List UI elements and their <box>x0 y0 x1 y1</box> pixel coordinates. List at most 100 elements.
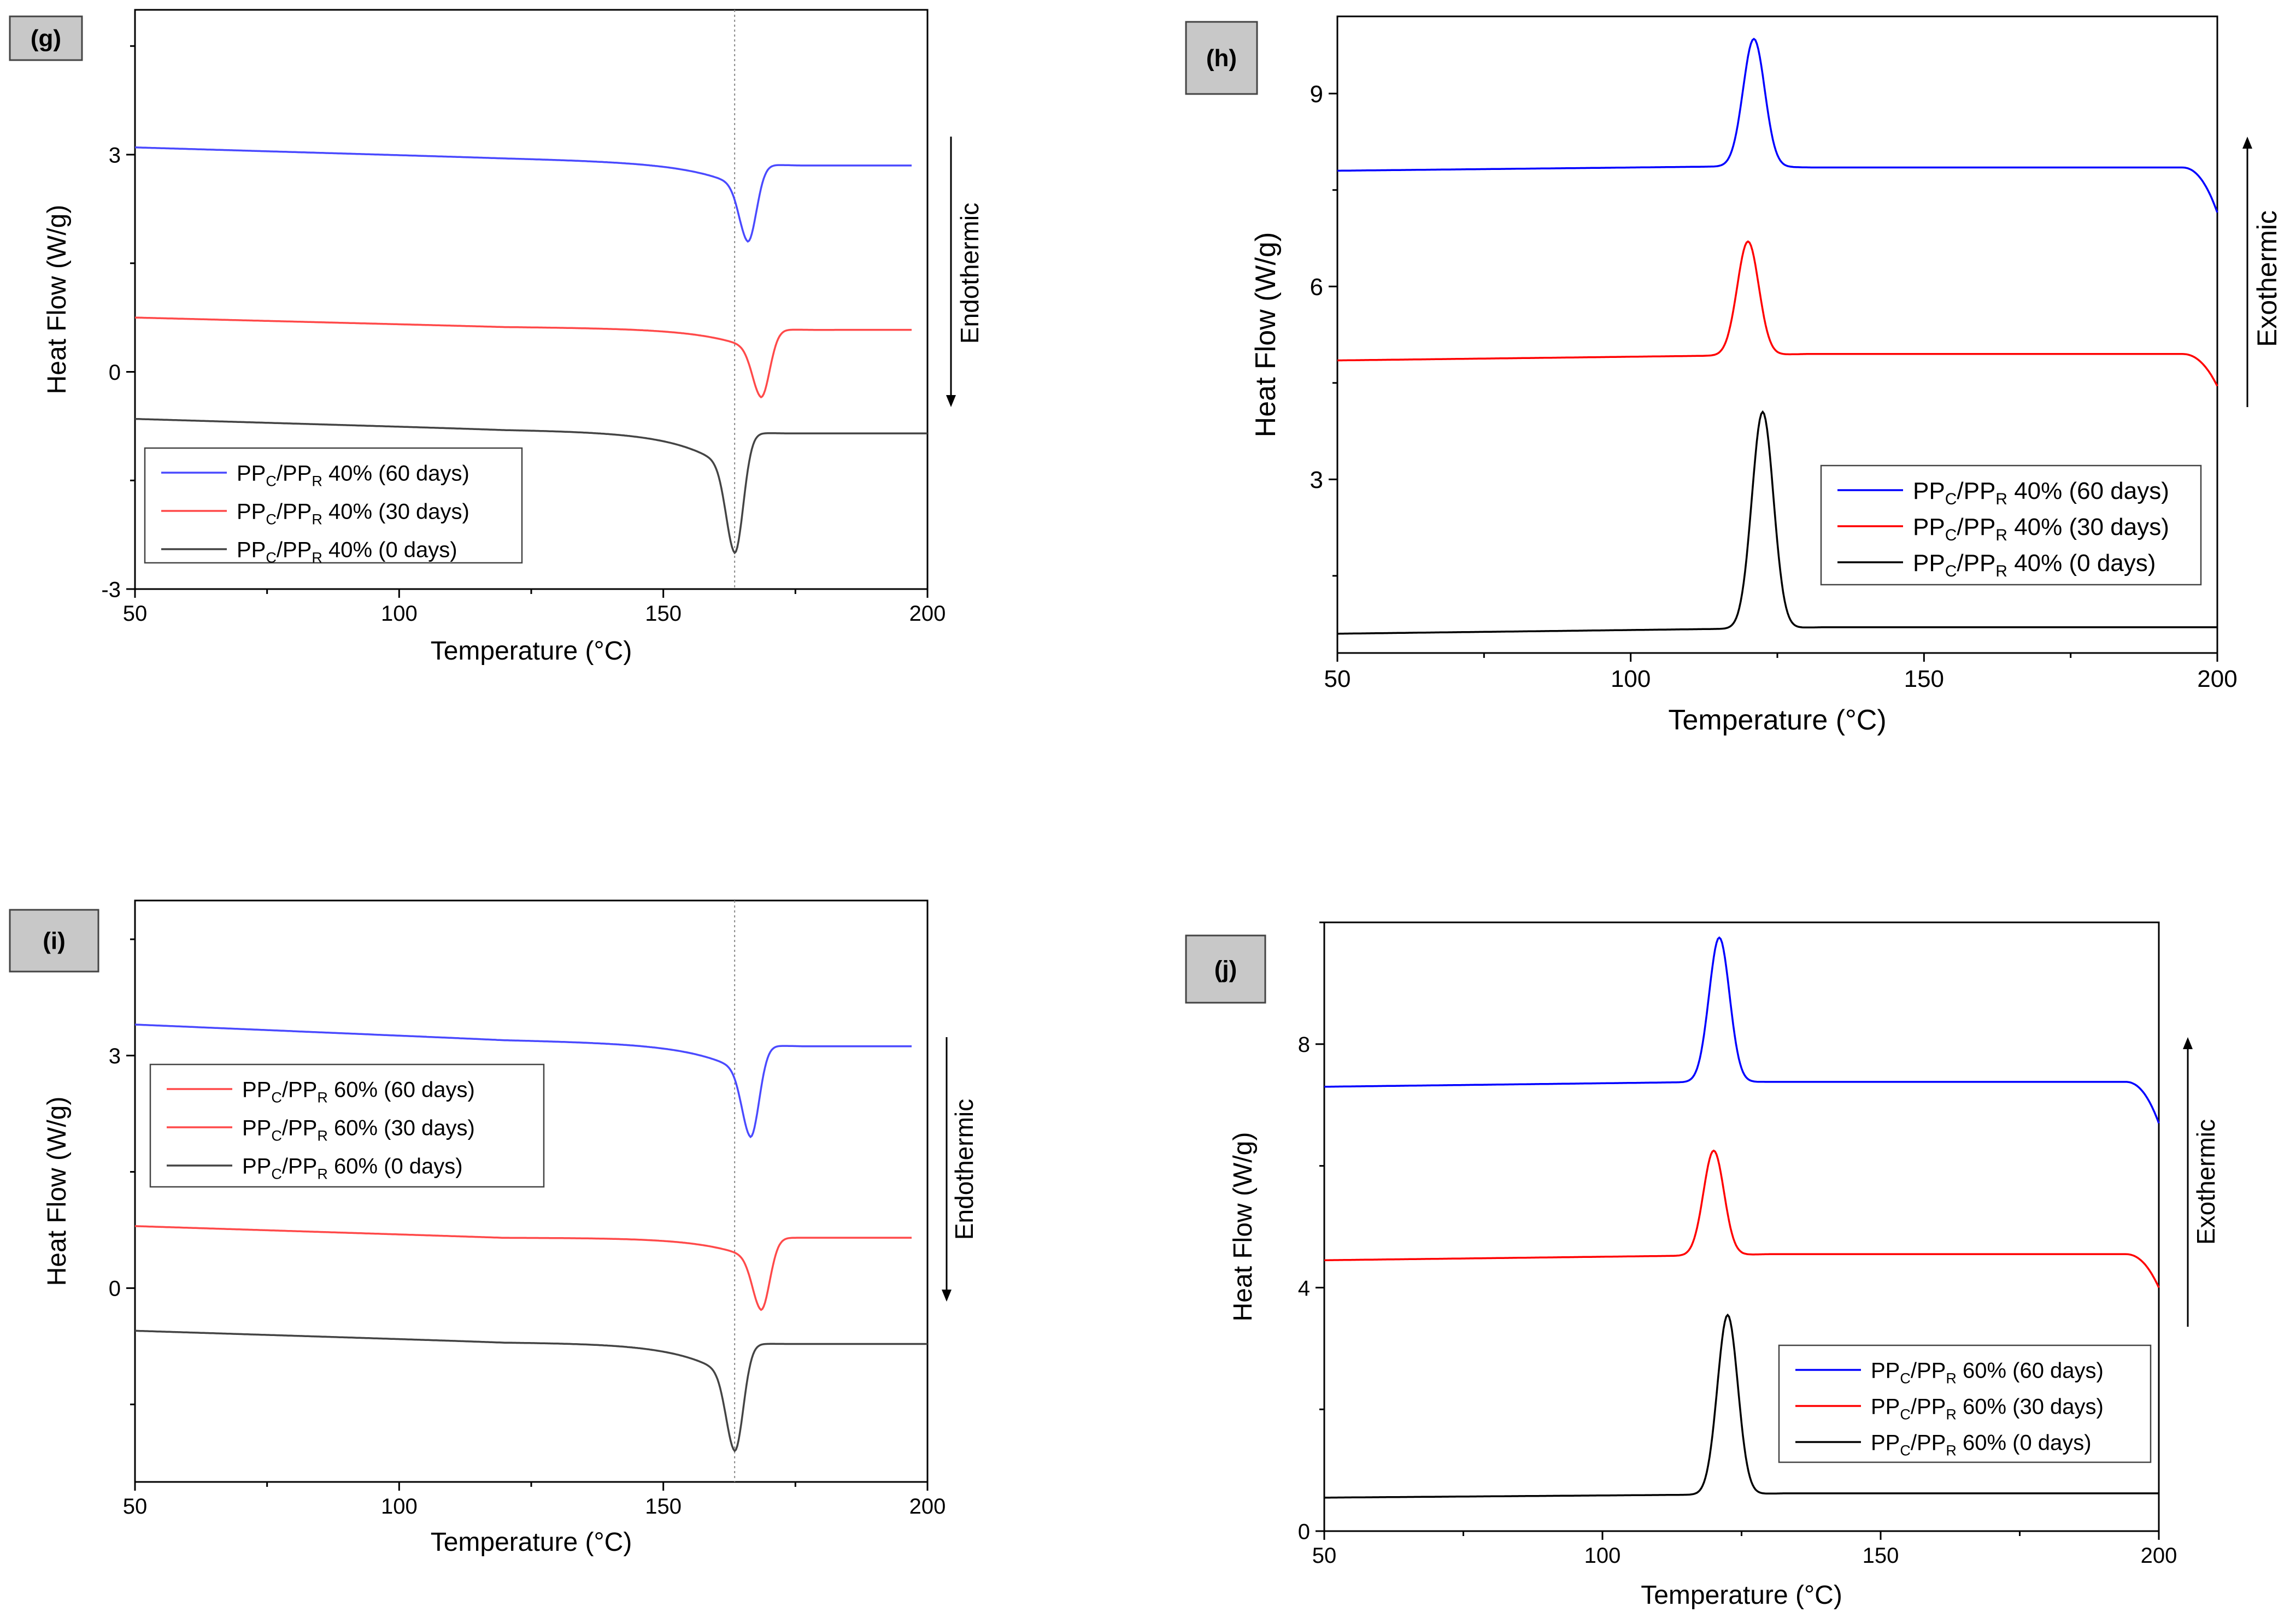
series-line <box>1337 240 2218 387</box>
legend-entry-text: 40% (0 days) <box>322 538 457 562</box>
panel-label-text: (i) <box>43 928 66 955</box>
panel-label-box <box>9 909 99 973</box>
annotation: Exothermic <box>2183 1037 2220 1327</box>
legend-entry-text: 40% (0 days) <box>2007 550 2156 576</box>
legend: PPC/PPR 40% (60 days) PPC/PPR 40% (30 day… <box>1820 464 2202 586</box>
x-axis-label: Temperature (°C) <box>1641 1581 1842 1610</box>
chart-panel-g: (g) 50 100 150 200 -3 0 3 Temperature (°C) Heat F… <box>9 9 984 666</box>
legend-entry: PPC/PPR 40% (30 days) <box>237 499 469 527</box>
series-line <box>135 146 912 243</box>
panel-label: (i) <box>9 909 99 973</box>
chart-panel-i: (i) 50 100 150 200 0 3 Temperature (°C) Heat Flo… <box>9 899 978 1557</box>
panel-label: (g) <box>9 15 83 61</box>
series-line <box>1324 936 2160 1124</box>
legend-entry: PPC/PPR 60% (60 days) <box>242 1078 475 1105</box>
panel-label-box <box>1185 934 1266 1004</box>
y-axis-label: Heat Flow (W/g) <box>43 205 72 395</box>
x-tick-label: 150 <box>1904 666 1944 692</box>
legend-entry: PPC/PPR 40% (60 days) <box>1913 478 2169 508</box>
legend-entry: PPC/PPR 40% (30 days) <box>1913 514 2169 544</box>
x-tick-label: 200 <box>909 602 946 626</box>
chart-panel-h: (h) 50 100 150 200 3 6 9 Temperature (°C) Heat Fl… <box>1185 15 2282 736</box>
x-axis-label: Temperature (°C) <box>431 637 632 666</box>
y-tick-label: 0 <box>109 1277 121 1301</box>
y-tick-label: 3 <box>109 1044 121 1068</box>
arrow-up-icon <box>2242 137 2252 149</box>
legend-box <box>1820 464 2202 586</box>
annotation-text: Endothermic <box>950 1099 978 1240</box>
arrow-down-icon <box>942 1290 952 1302</box>
legend-entry-text: 40% (60 days) <box>322 461 469 485</box>
series-line <box>134 417 927 555</box>
x-tick-label: 200 <box>2141 1544 2177 1568</box>
panel-label-text: (j) <box>1214 956 1237 983</box>
y-tick-label: 3 <box>1310 467 1323 493</box>
legend-entry-text: 40% (60 days) <box>2007 478 2169 504</box>
panel-label-box <box>1185 21 1258 95</box>
annotation-text: Endothermic <box>955 203 984 344</box>
y-axis-label: Heat Flow (W/g) <box>43 1097 72 1286</box>
annotation-text: Exothermic <box>2252 210 2282 347</box>
x-tick-label: 50 <box>123 1494 148 1519</box>
series-line <box>134 316 912 399</box>
x-tick-label: 150 <box>645 602 682 626</box>
legend-entry-text: 40% (30 days) <box>2007 514 2169 540</box>
x-tick-label: 100 <box>1584 1544 1621 1568</box>
annotation: Endothermic <box>942 1037 978 1302</box>
plot-frame <box>134 899 929 1483</box>
series-line <box>1324 1313 2159 1499</box>
x-tick-label: 200 <box>2197 666 2237 692</box>
series-line <box>134 1023 912 1139</box>
x-tick-label: 200 <box>909 1494 946 1519</box>
x-tick-label: 100 <box>381 1494 418 1519</box>
panel-label-text: (g) <box>31 25 61 52</box>
y-tick-label: 6 <box>1310 274 1323 301</box>
annotation: Endothermic <box>946 137 984 407</box>
legend-entry: PPC/PPR 60% (0 days) <box>1871 1431 2092 1458</box>
y-axis-label: Heat Flow (W/g) <box>1250 232 1282 438</box>
y-tick-label: 4 <box>1298 1276 1310 1301</box>
x-tick-label: 150 <box>645 1494 682 1519</box>
legend-entry-text: 60% (30 days) <box>1957 1394 2104 1419</box>
legend: PPC/PPR 60% (60 days) PPC/PPR 60% (30 day… <box>149 1063 545 1188</box>
legend-entry: PPC/PPR 40% (0 days) <box>1913 550 2156 580</box>
series-line <box>134 1225 912 1311</box>
legend: PPC/PPR 60% (60 days) PPC/PPR 60% (30 day… <box>1778 1344 2152 1463</box>
y-tick-label: 0 <box>1298 1520 1310 1544</box>
chart-panel-j: (j) 50 100 150 200 0 4 8 Temperature (°C) Heat Fl… <box>1185 921 2220 1610</box>
legend-entry-text: 60% (0 days) <box>328 1154 463 1178</box>
legend-entry-text: 40% (30 days) <box>322 499 469 523</box>
legend-entry: PPC/PPR 40% (0 days) <box>237 538 457 566</box>
x-axis-label: Temperature (°C) <box>1668 704 1886 736</box>
y-tick-label: 3 <box>109 143 121 167</box>
arrow-down-icon <box>946 395 956 407</box>
legend-entry: PPC/PPR 60% (0 days) <box>242 1154 463 1182</box>
x-tick-label: 150 <box>1863 1544 1899 1568</box>
annotation-text: Exothermic <box>2192 1119 2220 1245</box>
x-tick-label: 100 <box>1611 666 1651 692</box>
legend-entry-text: 60% (30 days) <box>328 1116 475 1140</box>
legend-entry-text: 60% (0 days) <box>1957 1431 2092 1455</box>
y-tick-label: 9 <box>1310 81 1323 108</box>
legend: PPC/PPR 40% (60 days) PPC/PPR 40% (30 day… <box>144 447 523 566</box>
annotation: Exothermic <box>2242 137 2282 407</box>
x-tick-label: 50 <box>1312 1544 1337 1568</box>
y-tick-label: 0 <box>109 361 121 385</box>
panel-label: (j) <box>1185 934 1266 1004</box>
x-tick-label: 50 <box>123 602 148 626</box>
x-tick-label: 50 <box>1324 666 1351 692</box>
legend-entry-text: 60% (60 days) <box>328 1078 475 1102</box>
legend-entry: PPC/PPR 60% (30 days) <box>1871 1394 2104 1422</box>
panel-label-text: (h) <box>1206 45 1237 72</box>
panel-label: (h) <box>1185 21 1258 95</box>
panel-label-box <box>9 15 83 61</box>
series-line <box>1337 410 2217 635</box>
legend-entry: PPC/PPR 40% (60 days) <box>237 461 469 489</box>
series-line <box>135 1329 927 1453</box>
y-tick-label: -3 <box>101 578 121 602</box>
legend-entry-text: 60% (60 days) <box>1957 1358 2104 1382</box>
arrow-up-icon <box>2183 1037 2193 1049</box>
x-axis-label: Temperature (°C) <box>431 1528 632 1557</box>
legend-entry: PPC/PPR 60% (30 days) <box>242 1116 475 1144</box>
